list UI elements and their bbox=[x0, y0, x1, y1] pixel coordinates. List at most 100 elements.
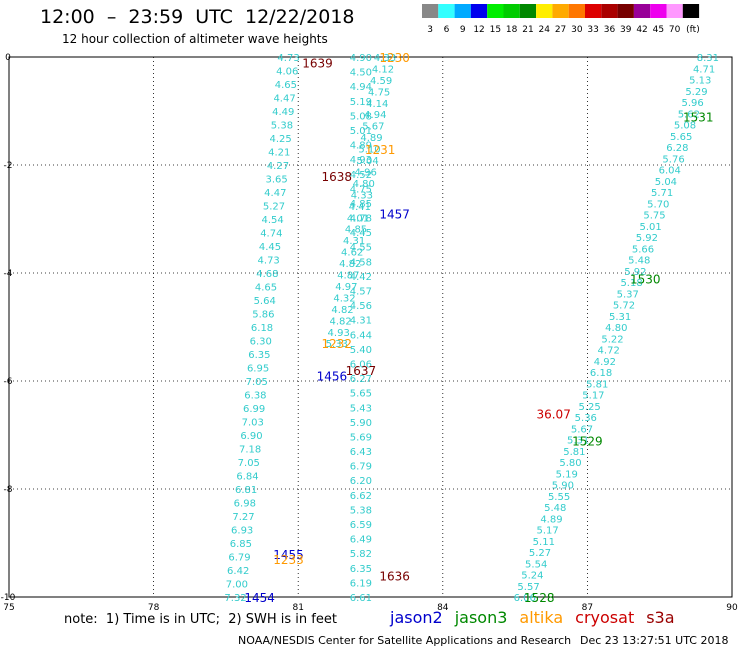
swh-value: 4.74 bbox=[260, 229, 282, 240]
swh-value: 4.52 bbox=[350, 170, 372, 181]
y-tick-label: -8 bbox=[4, 485, 13, 495]
swh-value: 5.55 bbox=[548, 492, 570, 503]
x-tick-label: 87 bbox=[582, 603, 593, 613]
swh-value: 6.79 bbox=[350, 462, 372, 473]
swh-value: 5.38 bbox=[350, 505, 372, 516]
page-title: 12:00 – 23:59 UTC 12/22/2018 bbox=[40, 6, 355, 28]
swh-value: 4.94 bbox=[350, 82, 372, 93]
swh-value: 5.80 bbox=[559, 458, 581, 469]
colorbar-swatch bbox=[519, 4, 537, 18]
swh-value: 4.85 bbox=[345, 225, 367, 236]
legend-item: cryosat bbox=[575, 608, 635, 627]
swh-value: 4.92 bbox=[594, 357, 616, 368]
swh-value: 4.80 bbox=[353, 179, 375, 190]
swh-value: 5.31 bbox=[609, 312, 631, 323]
pass-label: 1457 bbox=[379, 208, 410, 222]
swh-value: 4.93 bbox=[350, 155, 372, 166]
y-tick-label: -10 bbox=[1, 593, 16, 603]
colorbar-label: 6 bbox=[444, 25, 450, 35]
colorbar-swatch bbox=[438, 4, 455, 18]
swh-value: 5.90 bbox=[552, 481, 574, 492]
colorbar-swatch bbox=[568, 4, 585, 18]
swh-value: 6.20 bbox=[350, 476, 372, 487]
swh-value: 4.90 bbox=[350, 53, 372, 64]
swh-value: 4.72 bbox=[598, 346, 620, 357]
swh-value: 4.87 bbox=[337, 271, 359, 282]
swh-value: 4.31 bbox=[350, 316, 372, 327]
colorbar-label: 3 bbox=[427, 25, 433, 35]
swh-value: 5.90 bbox=[350, 418, 372, 429]
legend-item: jason3 bbox=[454, 608, 508, 627]
swh-value: 5.22 bbox=[601, 334, 623, 345]
swh-value: 7.03 bbox=[242, 418, 264, 429]
swh-value: 5.19 bbox=[350, 97, 372, 108]
swh-value: 5.54 bbox=[525, 559, 547, 570]
swh-value: 4.58 bbox=[350, 257, 372, 268]
swh-value: 6.30 bbox=[250, 337, 272, 348]
swh-value: 6.19 bbox=[350, 578, 372, 589]
pass-label: 36.07 bbox=[536, 407, 570, 421]
swh-value: 4.21 bbox=[268, 148, 290, 159]
swh-value: 6.18 bbox=[251, 323, 273, 334]
swh-value: 4.33 bbox=[351, 190, 373, 201]
swh-value: 5.86 bbox=[252, 310, 274, 321]
pass-label: 1528 bbox=[524, 591, 555, 605]
swh-value: 5.76 bbox=[662, 154, 684, 165]
pass-label: 1230 bbox=[379, 51, 410, 65]
swh-value: 6.98 bbox=[234, 499, 256, 510]
swh-value: 5.92 bbox=[636, 233, 658, 244]
swh-value: 4.47 bbox=[273, 94, 295, 105]
colorbar-label: 36 bbox=[604, 25, 616, 35]
swh-value: 5.31 bbox=[567, 436, 589, 447]
legend-item: jason2 bbox=[390, 608, 443, 627]
colorbar-label: (ft) bbox=[686, 25, 700, 35]
pass-label: 1455 bbox=[273, 548, 304, 562]
swh-value: 7.05 bbox=[238, 458, 260, 469]
swh-value: 5.71 bbox=[651, 188, 673, 199]
swh-value: 5.43 bbox=[350, 403, 372, 414]
swh-value: 4.73 bbox=[258, 256, 280, 267]
colorbar-swatch bbox=[650, 4, 667, 18]
swh-value: 5.65 bbox=[350, 389, 372, 400]
colorbar-label: 30 bbox=[571, 25, 583, 35]
swh-value: 5.82 bbox=[350, 549, 372, 560]
colorbar-swatch bbox=[536, 4, 553, 18]
pass-label: 1454 bbox=[244, 591, 275, 605]
swh-value: 7.00 bbox=[226, 580, 248, 591]
swh-value: 4.93 bbox=[328, 328, 350, 339]
colorbar-label: 18 bbox=[506, 25, 518, 35]
colorbar-label: 42 bbox=[636, 25, 647, 35]
colorbar-label: 24 bbox=[539, 25, 551, 35]
swh-value: 5.25 bbox=[578, 402, 600, 413]
swh-value: 4.27 bbox=[267, 161, 289, 172]
colorbar-swatch bbox=[552, 4, 569, 18]
swh-value: 4.14 bbox=[366, 99, 388, 110]
swh-value: 6.06 bbox=[514, 593, 536, 604]
pass-label: 1636 bbox=[379, 569, 410, 583]
swh-value: 5.38 bbox=[271, 121, 293, 132]
swh-value: 6.84 bbox=[236, 472, 258, 483]
colorbar-swatch bbox=[585, 4, 602, 18]
swh-value: 5.11 bbox=[533, 537, 555, 548]
colorbar-label: 12 bbox=[473, 25, 484, 35]
swh-value: 6.61 bbox=[350, 593, 372, 604]
plot-frame bbox=[8, 56, 733, 598]
swh-value: 4.62 bbox=[341, 248, 363, 259]
swh-value: 4.96 bbox=[355, 167, 377, 178]
swh-value: 5.36 bbox=[575, 413, 597, 424]
swh-value: 6.43 bbox=[350, 447, 372, 458]
swh-value: 4.47 bbox=[264, 188, 286, 199]
swh-value: 5.04 bbox=[356, 156, 378, 167]
pass-label: 1531 bbox=[683, 110, 714, 124]
swh-value: 4.45 bbox=[350, 228, 372, 239]
swh-value: 5.01 bbox=[640, 222, 662, 233]
swh-value: 5.10 bbox=[358, 145, 380, 156]
swh-value: 5.18 bbox=[620, 278, 642, 289]
swh-value: 6.99 bbox=[243, 404, 265, 415]
swh-value: 6.35 bbox=[248, 350, 270, 361]
footer-timestamp: Dec 23 13:27:51 UTC 2018 bbox=[580, 634, 729, 647]
footer-credit: NOAA/NESDIS Center for Satellite Applica… bbox=[238, 634, 572, 647]
swh-value: 5.81 bbox=[586, 379, 608, 390]
swh-value: 4.65 bbox=[275, 80, 297, 91]
swh-value: 5.33 bbox=[326, 339, 348, 350]
